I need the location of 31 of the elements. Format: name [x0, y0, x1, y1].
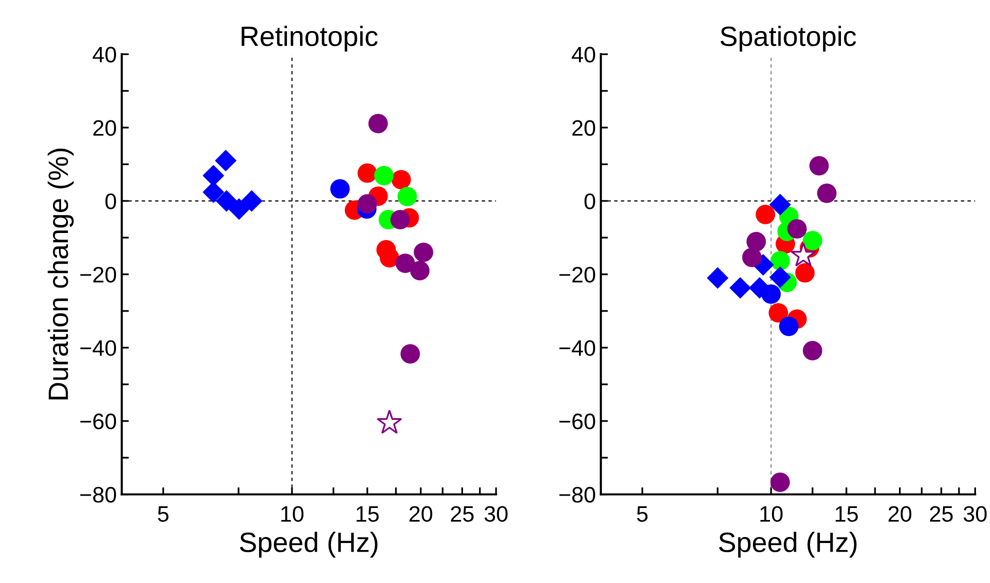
- y-tick-label: −20: [559, 266, 596, 283]
- y-tick-label: 40: [572, 46, 596, 62]
- y-tick-label: 0: [105, 193, 116, 210]
- chart-title: Spatiotopic: [720, 26, 856, 52]
- y-tick-label: −80: [80, 486, 116, 503]
- x-tick-label: 10: [760, 506, 783, 522]
- x-tick-label: 25: [450, 506, 474, 522]
- y-tick-label: −40: [80, 340, 116, 356]
- x-tick-label: 5: [637, 506, 648, 522]
- y-tick-label: −80: [559, 486, 596, 503]
- y-tick-label: −20: [80, 266, 116, 283]
- x-tick-label: 15: [836, 506, 858, 522]
- x-tick-label: 20: [410, 506, 432, 522]
- x-axis-title: Speed (Hz): [719, 532, 857, 558]
- x-tick-label: 30: [484, 506, 508, 522]
- x-tick-label: 10: [281, 506, 304, 522]
- y-tick-label: 20: [572, 120, 596, 136]
- x-tick-label: 30: [964, 506, 987, 522]
- y-tick-label: 40: [92, 46, 116, 62]
- y-tick-label: 0: [584, 193, 596, 210]
- x-tick-label: 5: [158, 506, 168, 522]
- x-axis-title: Speed (Hz): [240, 532, 378, 558]
- chart-title: Retinotopic: [242, 26, 378, 52]
- y-tick-label: −40: [559, 340, 596, 356]
- x-tick-label: 20: [888, 506, 912, 522]
- y-tick-label: −60: [559, 414, 596, 430]
- x-tick-label: 15: [356, 506, 379, 522]
- y-axis-title: Duration change (%): [48, 148, 74, 400]
- y-tick-label: −60: [80, 414, 116, 430]
- y-tick-label: 20: [93, 120, 116, 136]
- x-tick-label: 25: [930, 506, 953, 522]
